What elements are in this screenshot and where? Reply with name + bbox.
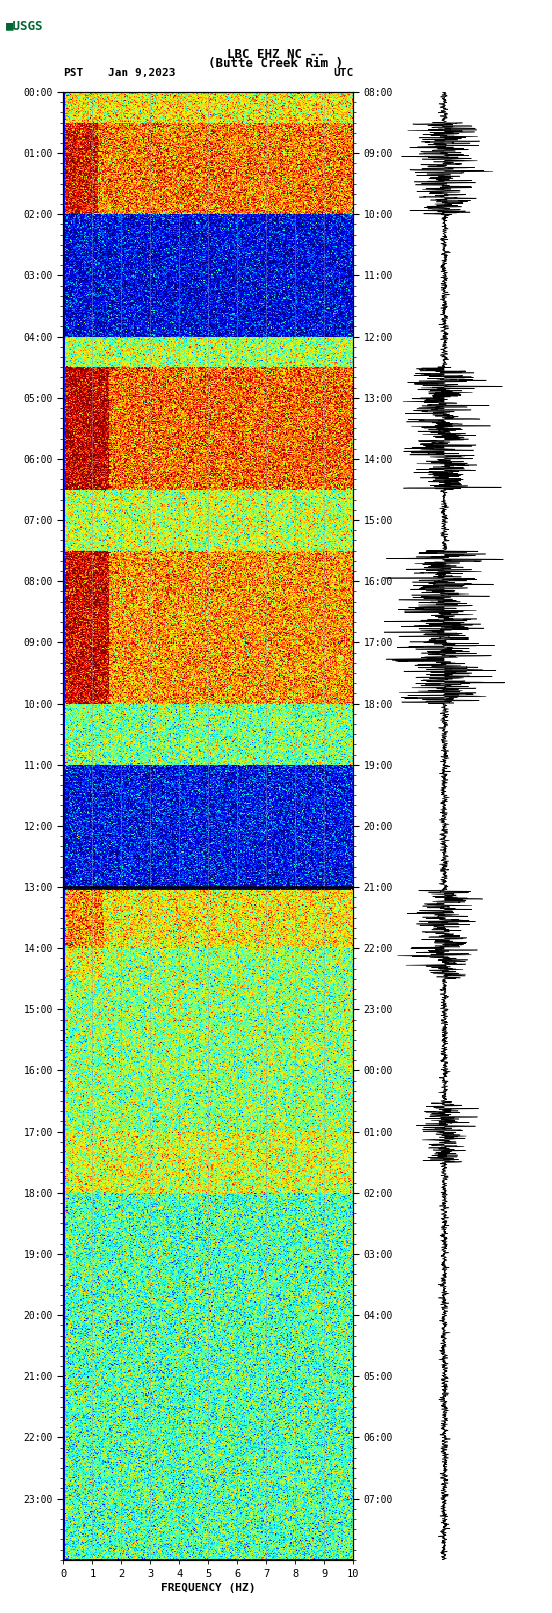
Text: UTC: UTC: [333, 68, 353, 77]
X-axis label: FREQUENCY (HZ): FREQUENCY (HZ): [161, 1582, 256, 1594]
Text: LBC EHZ NC --: LBC EHZ NC --: [227, 47, 325, 61]
Text: PST: PST: [63, 68, 84, 77]
Text: ■USGS: ■USGS: [6, 19, 43, 32]
Text: (Butte Creek Rim ): (Butte Creek Rim ): [209, 56, 343, 71]
Text: Jan 9,2023: Jan 9,2023: [108, 68, 175, 77]
